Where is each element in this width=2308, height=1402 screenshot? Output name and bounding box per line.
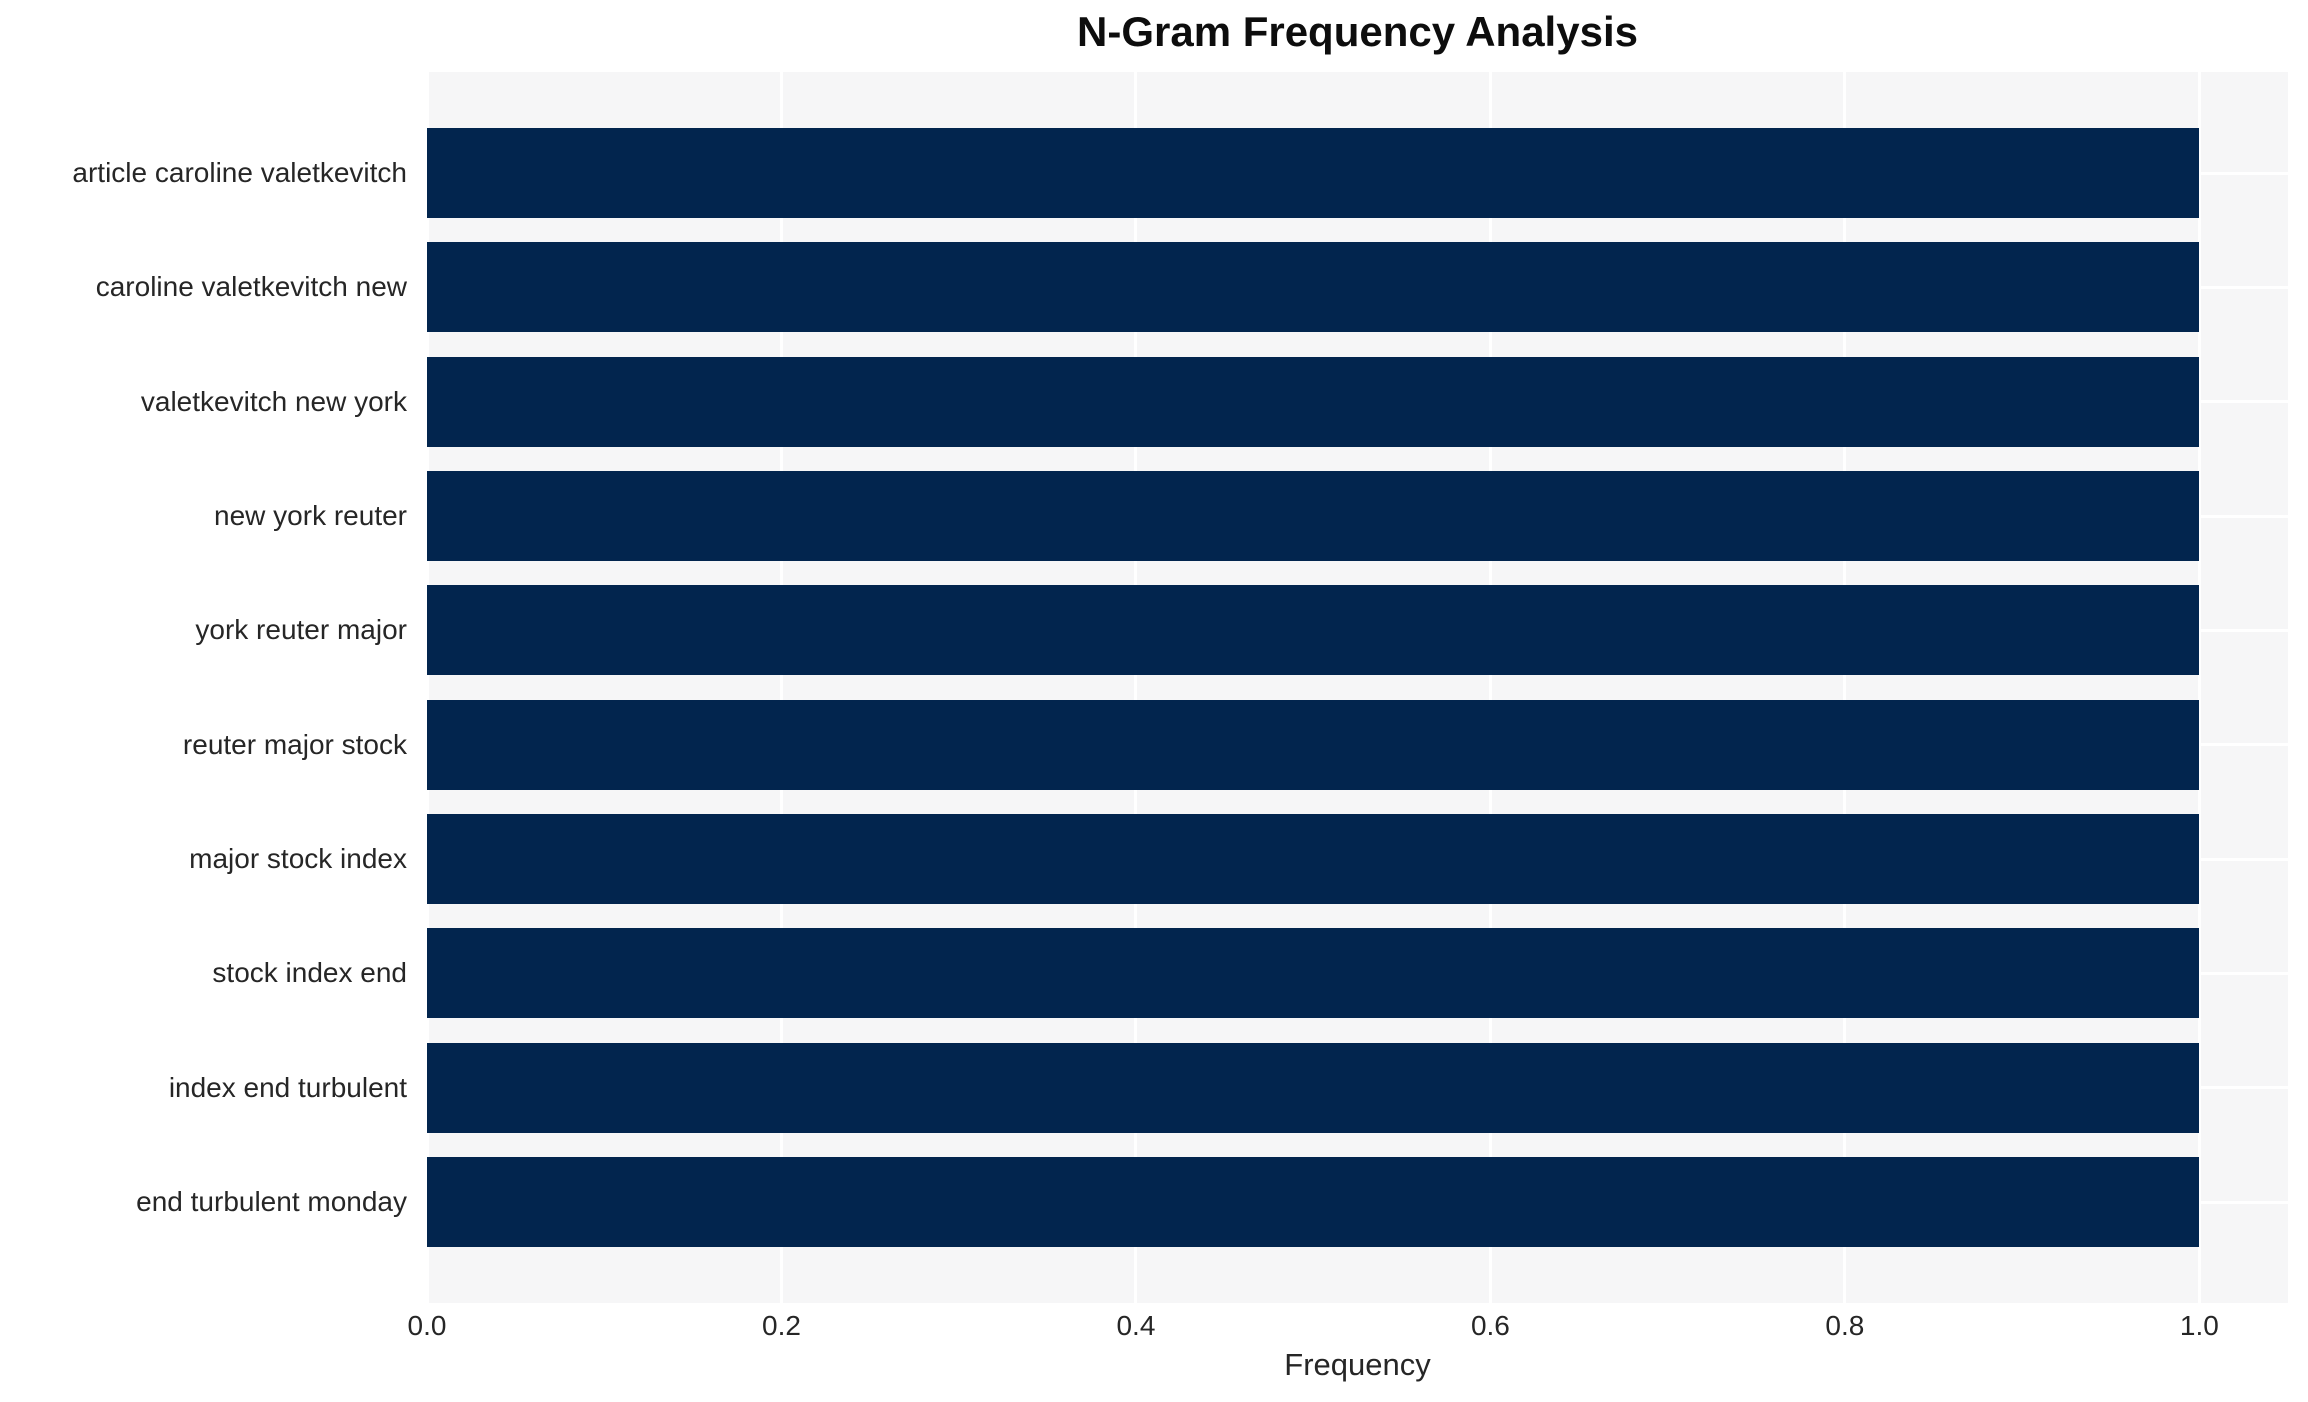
bar [427,585,2200,676]
bar [427,814,2200,904]
x-tick-label: 0.6 [1470,1310,1510,1341]
x-tick-label: 0.8 [1825,1310,1865,1341]
x-tick-label: 0.2 [762,1310,801,1341]
y-tick-label: new york reuter [214,500,407,531]
y-tick-label: york reuter major [195,614,407,646]
x-tick-label: 0.0 [407,1310,447,1341]
y-tick-label: reuter major stock [182,728,407,760]
bar [427,699,2200,790]
y-tick-label: stock index end [212,957,407,989]
y-axis-labels: article caroline valetkevitch caroline va… [0,72,417,1303]
y-tick-label: article caroline valetkevitch [72,157,407,188]
x-axis-ticks: 0.0 0.2 0.4 0.6 0.8 1.0 [408,1310,2288,1344]
x-gridline [2197,72,2201,1303]
x-tick-label: 1.0 [2179,1310,2219,1341]
y-tick-label: valetkevitch new york [140,385,407,417]
bar [427,1157,2200,1247]
bar [427,471,2200,561]
x-axis-title: Frequency [1284,1347,1431,1382]
y-tick-label: index end turbulent [168,1071,407,1103]
x-gridline [425,72,429,1303]
bar [427,128,2200,218]
bar [427,242,2200,333]
bar [427,356,2200,447]
bar [427,1042,2200,1133]
x-gridline [1488,72,1492,1303]
x-gridline [1134,72,1138,1303]
chart-title: N-Gram Frequency Analysis [1077,8,1638,55]
y-tick-label: major stock index [189,843,407,874]
bar [427,928,2200,1019]
plot-area [425,72,2288,1303]
x-tick-label: 0.4 [1116,1310,1156,1341]
x-gridline [779,72,783,1303]
y-tick-label: caroline valetkevitch new [95,271,407,303]
y-tick-label: end turbulent monday [136,1186,407,1217]
x-gridline [1843,72,1847,1303]
